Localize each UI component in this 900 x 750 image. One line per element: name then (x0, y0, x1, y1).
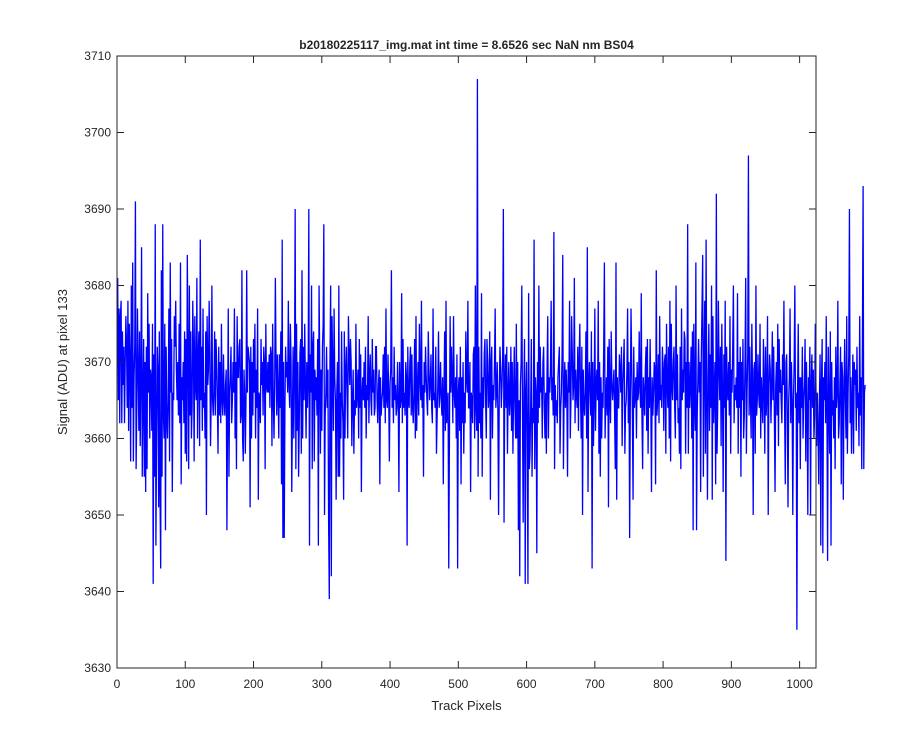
x-tick-label: 900 (721, 677, 741, 691)
x-tick-label: 400 (380, 677, 400, 691)
y-axis-label: Signal (ADU) at pixel 133 (55, 289, 70, 435)
y-tick-label: 3710 (84, 49, 111, 63)
y-tick-label: 3660 (84, 432, 111, 446)
y-axis: 3630 3640 3650 3660 3670 3680 3690 3700 3710 (84, 49, 816, 675)
y-tick-label: 3700 (84, 126, 111, 140)
x-tick-label: 800 (653, 677, 673, 691)
series-layer (117, 78, 866, 630)
x-axis: 0 100 200 300 400 500 600 700 800 900 1000 (114, 56, 813, 691)
y-tick-label: 3680 (84, 279, 111, 293)
y-tick-label: 3650 (84, 508, 111, 522)
y-tick-label: 3630 (84, 661, 111, 675)
x-tick-label: 300 (312, 677, 332, 691)
y-tick-label: 3690 (84, 202, 111, 216)
x-tick-label: 100 (175, 677, 195, 691)
x-tick-label: 500 (448, 677, 468, 691)
x-tick-label: 0 (114, 677, 121, 691)
x-tick-label: 200 (244, 677, 264, 691)
y-tick-label: 3640 (84, 585, 111, 599)
x-tick-label: 1000 (786, 677, 813, 691)
x-tick-label: 600 (517, 677, 537, 691)
x-tick-label: 700 (585, 677, 605, 691)
series-line-0 (117, 78, 866, 630)
y-tick-label: 3670 (84, 355, 111, 369)
x-axis-label: Track Pixels (431, 698, 502, 713)
chart-title: b20180225117_img.mat int time = 8.6526 s… (299, 38, 634, 52)
